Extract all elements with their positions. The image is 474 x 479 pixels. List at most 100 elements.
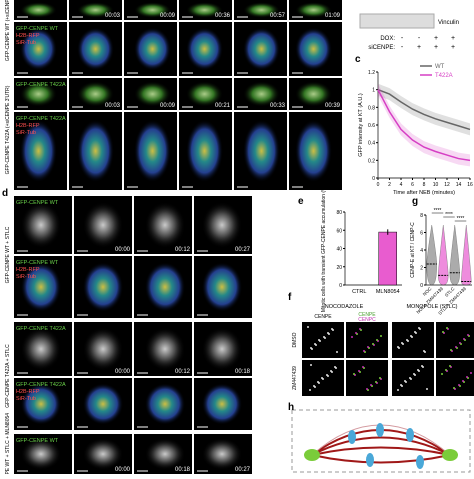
timestamp: 00:36 [215, 13, 231, 19]
blot-row-name: DOX: [380, 36, 395, 42]
cell-signal [20, 262, 62, 312]
kinetochore [462, 380, 464, 382]
kinetochore [410, 335, 412, 337]
cell-signal [242, 119, 281, 183]
kinetochore [414, 331, 416, 333]
cell-signal [242, 27, 281, 71]
y-tick-label: 40 [336, 247, 342, 253]
y-tick-label: 0 [420, 283, 423, 289]
violin [426, 224, 437, 286]
timestamp: 00:57 [270, 13, 286, 19]
cell-signal [144, 201, 186, 249]
row-label: GFP-CENPE T422A [16, 82, 66, 88]
panel-label: d [2, 188, 8, 199]
side-label: GFP-CENPE WT (+siCENPE 3'UTR) [5, 0, 11, 61]
side-label: GFP-CENPE WT + STLC [5, 226, 11, 283]
f-channel: CENPC [358, 317, 376, 323]
kinetochore [351, 336, 353, 338]
f-row-label: ZM447439 [292, 366, 298, 390]
timestamp: 00:12 [175, 369, 191, 375]
timestamp: 00:09 [160, 103, 176, 109]
cell-signal [144, 262, 186, 312]
timestamp: 00:09 [160, 13, 176, 19]
kinetochore [466, 376, 468, 378]
series-line [377, 88, 471, 131]
cell-signal [133, 119, 172, 183]
kinetochore [397, 389, 399, 391]
kinetochore [449, 365, 451, 367]
f-channel: CENPE [358, 312, 376, 318]
kinetochore [359, 328, 361, 330]
side-label: GFP-CENPE T422A (+siCENPE 3'UTR) [5, 85, 11, 174]
cell-signal [133, 81, 172, 107]
kinetochore [404, 380, 406, 382]
kinetochore [380, 335, 382, 337]
blot-band [359, 13, 435, 29]
kinetochore [458, 384, 460, 386]
f-header: MONOPOLE (STLC) [406, 304, 457, 310]
row-label: GFP-CENPE WT [16, 260, 59, 266]
kinetochore [318, 339, 320, 341]
kinetochore [445, 369, 447, 371]
x-tick-label: NOC [422, 286, 433, 297]
cell-signal [82, 201, 124, 249]
kinetochore [470, 372, 472, 374]
cell-signal [82, 327, 124, 371]
side-label: GFP-CENPE T422A + STLC [5, 344, 11, 408]
panel-h-diagram [291, 409, 471, 473]
cell-signal [294, 119, 333, 183]
x-tick-label: 14 [456, 182, 462, 188]
cell-signal [133, 27, 172, 71]
cell-signal [294, 2, 333, 18]
kinetochore [367, 346, 369, 348]
kinetochore [313, 385, 315, 387]
kinetochore [417, 369, 419, 371]
kinetochore [450, 349, 452, 351]
panel-label: f [288, 292, 292, 303]
band [378, 83, 470, 167]
y-tick-label: 20 [336, 265, 342, 271]
cell-signal [185, 27, 224, 71]
y-tick-label: 60 [336, 228, 342, 234]
kinetochore [334, 366, 336, 368]
kinetochore [330, 370, 332, 372]
row-label: GFP-CENPE WT [16, 26, 59, 32]
cell-signal [76, 81, 115, 107]
sig-label: **** [445, 212, 453, 218]
kinetochore [363, 350, 365, 352]
cell-signal [76, 27, 115, 71]
kinetochore [323, 336, 325, 338]
kinetochore [376, 339, 378, 341]
row-label: SiR-Tub [16, 396, 36, 402]
x-tick-label: 12 [444, 182, 450, 188]
kinetochore [453, 387, 455, 389]
kinetochore [463, 338, 465, 340]
kinetochore [406, 339, 408, 341]
blot-row-name: siCENPE: [368, 45, 395, 51]
kinetochore [375, 381, 377, 383]
cell-signal [19, 27, 58, 71]
kinetochore [455, 346, 457, 348]
timestamp: 00:00 [115, 467, 131, 473]
micrograph [392, 322, 434, 358]
kinetochore [423, 350, 425, 352]
blot-mark: - [401, 35, 404, 42]
y-axis-label: CENP-E at KT / CENP-C [410, 222, 416, 278]
row-label: H2B-RFP [16, 389, 40, 395]
kinetochore [326, 374, 328, 376]
bar [378, 231, 397, 286]
y-tick-label: 1.2 [368, 70, 375, 76]
kinetochore [327, 332, 329, 334]
kinetochore [310, 364, 312, 366]
kinetochore [418, 327, 420, 329]
timestamp: 00:00 [115, 247, 131, 253]
y-axis-label: GFP intensity at KT (A.U.) [358, 93, 364, 157]
f-header: NOCODAZOLE [325, 304, 364, 310]
timestamp: 00:33 [270, 103, 286, 109]
x-tick-label: 8 [423, 182, 426, 188]
kinetochore [426, 388, 428, 390]
row-label: H2B-RFP [16, 33, 40, 39]
cell-signal [82, 383, 124, 425]
kinetochore [336, 351, 338, 353]
panel-label: h [288, 402, 294, 413]
